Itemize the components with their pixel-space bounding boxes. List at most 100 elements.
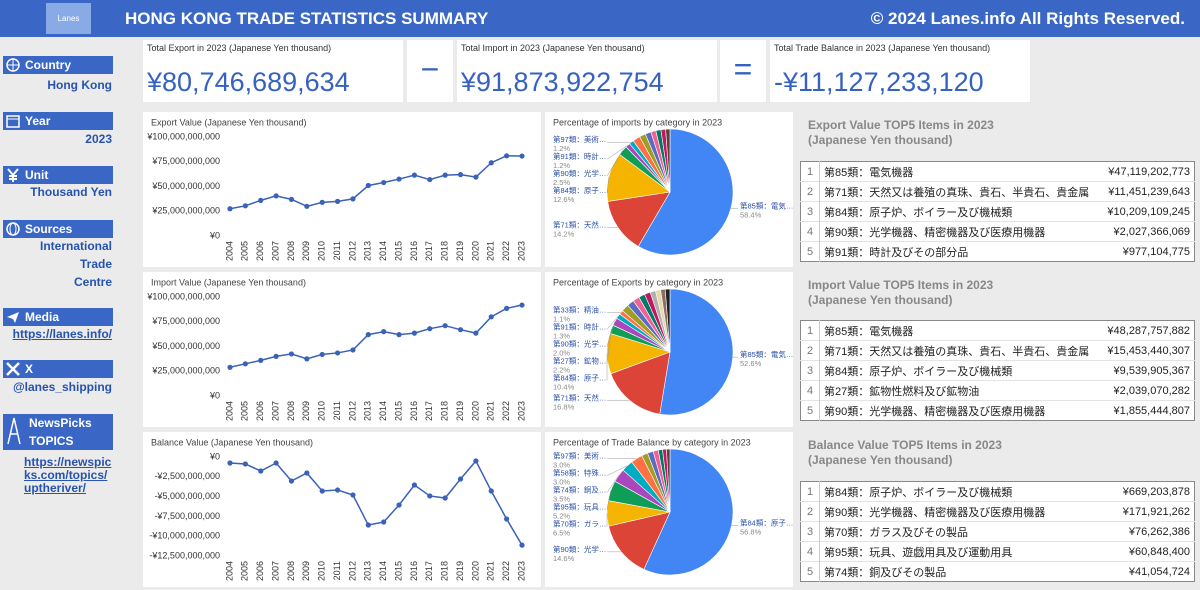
point bbox=[319, 488, 325, 494]
point bbox=[273, 460, 279, 466]
table-row: 4 第27類：鉱物性燃料及び鉱物油 ¥2,039,070,282 bbox=[800, 380, 1195, 401]
point bbox=[442, 495, 448, 501]
newspicks-icon bbox=[7, 417, 21, 445]
point bbox=[519, 153, 525, 159]
label-text: Country bbox=[25, 58, 71, 72]
x-tick-label: 2015 bbox=[393, 241, 403, 261]
sidebar-label: Media bbox=[3, 308, 113, 326]
header-bar bbox=[0, 0, 1200, 37]
table-row: 5 第74類：銅及びその製品 ¥41,054,724 bbox=[800, 561, 1195, 582]
point bbox=[381, 329, 387, 335]
leader-line bbox=[606, 475, 619, 493]
operator: − bbox=[407, 40, 453, 102]
point bbox=[504, 153, 510, 159]
x-tick-label: 2007 bbox=[270, 241, 280, 261]
leader-line bbox=[606, 176, 610, 194]
value: ¥48,287,757,882 bbox=[1107, 324, 1190, 337]
slice-value: 52.6% bbox=[740, 359, 762, 368]
y-tick-label: ¥25,000,000,000 bbox=[151, 206, 220, 216]
kpi-label: Total Import in 2023 (Japanese Yen thous… bbox=[461, 43, 645, 53]
leader-line bbox=[606, 150, 623, 177]
point bbox=[519, 302, 525, 308]
item: 第84類：原子炉、ボイラー及び機械類 bbox=[819, 201, 1101, 222]
rank: 4 bbox=[800, 380, 820, 401]
sidebar-label: Sources bbox=[3, 220, 113, 238]
point bbox=[473, 330, 479, 336]
yen-icon bbox=[7, 168, 19, 182]
item: 第85類：電気機器 bbox=[824, 166, 914, 179]
slice-value: 3.0% bbox=[553, 478, 570, 487]
kpi-value: ¥91,873,922,754 bbox=[461, 67, 664, 97]
leader-line bbox=[606, 145, 628, 160]
slice-label: 第58類：特殊… bbox=[553, 468, 606, 478]
point bbox=[411, 172, 418, 178]
pie-slice bbox=[664, 288, 671, 353]
chart-title: Percentage of imports by category in 202… bbox=[553, 117, 722, 127]
newspicks-link[interactable]: https://newspicks.com/topics/uptheriver/ bbox=[24, 455, 112, 495]
slice-label: 第91類：時計… bbox=[553, 151, 606, 161]
x-tick-label: 2009 bbox=[301, 561, 311, 581]
slice-value: 1.2% bbox=[553, 144, 570, 153]
value: ¥2,039,070,282 bbox=[1100, 380, 1195, 401]
media-link[interactable]: https://lanes.info/ bbox=[12, 327, 112, 341]
y-tick-label: -¥12,500,000,000 bbox=[149, 550, 220, 560]
table-title: Balance Value TOP5 Items in 2023 (Japane… bbox=[808, 438, 1002, 467]
table-row: 3 第84類：原子炉、ボイラー及び機械類 ¥10,209,109,245 bbox=[800, 201, 1195, 222]
slice-value: 2.0% bbox=[553, 348, 570, 357]
point bbox=[488, 160, 494, 166]
item: 第70類：ガラス及びその製品 bbox=[819, 521, 1102, 542]
point bbox=[457, 172, 464, 178]
slice-value: 16.8% bbox=[553, 403, 575, 412]
point bbox=[242, 461, 248, 467]
value: ¥669,203,878 bbox=[1122, 485, 1190, 498]
x-tick-label: 2013 bbox=[363, 561, 373, 581]
x-icon bbox=[6, 362, 20, 376]
x-tick-label: 2020 bbox=[470, 401, 480, 421]
point bbox=[488, 314, 494, 320]
panel bbox=[143, 112, 541, 267]
x-tick-label: 2015 bbox=[393, 401, 403, 421]
x-tick-label: 2020 bbox=[470, 561, 480, 581]
chart-title: Export Value (Japanese Yen thousand) bbox=[151, 117, 306, 127]
x-tick-label: 2018 bbox=[440, 241, 450, 261]
point bbox=[334, 198, 341, 204]
rank: 5 bbox=[800, 400, 820, 421]
slice-value: 12.6% bbox=[553, 195, 575, 204]
point bbox=[288, 196, 295, 202]
y-tick-label: ¥100,000,000,000 bbox=[146, 131, 220, 141]
x-tick-label: 2006 bbox=[255, 561, 265, 581]
x-tick-label: 2006 bbox=[255, 241, 265, 261]
x-tick-label: 2019 bbox=[455, 241, 465, 261]
table-row: 1 第84類：原子炉、ボイラー及び機械類 ¥669,203,878 bbox=[800, 481, 1195, 502]
item: 第91類：時計及びその部分品 bbox=[819, 241, 1101, 262]
point bbox=[334, 487, 341, 493]
x-tick-label: 2004 bbox=[224, 241, 234, 261]
slice-label: 第84類：原子… bbox=[553, 372, 606, 382]
rank: 4 bbox=[800, 221, 820, 242]
table-row: 2 第90類：光学機器、精密機器及び医療用機器 ¥171,921,262 bbox=[800, 501, 1195, 522]
value: ¥10,209,109,245 bbox=[1100, 201, 1195, 222]
slice-label: 第90類：光学… bbox=[553, 544, 606, 554]
table-row: 5 第91類：時計及びその部分品 ¥977,104,775 bbox=[800, 241, 1195, 262]
x-tick-label: 2008 bbox=[286, 401, 296, 421]
x-tick-label: 2022 bbox=[501, 241, 511, 261]
logo[interactable]: Lanes bbox=[46, 3, 91, 34]
item: 第74類：銅及びその製品 bbox=[819, 561, 1102, 582]
point bbox=[457, 476, 464, 482]
x-tick-label: 2004 bbox=[224, 561, 234, 581]
x-tick-label: 2012 bbox=[347, 241, 357, 261]
table-row: 3 第84類：原子炉、ボイラー及び機械類 ¥9,539,905,367 bbox=[800, 360, 1195, 381]
x-tick-label: 2019 bbox=[455, 561, 465, 581]
table-row: 3 第70類：ガラス及びその製品 ¥76,262,386 bbox=[800, 521, 1195, 542]
slice-value: 56.8% bbox=[740, 527, 762, 536]
slice-label: 第74類：銅及… bbox=[553, 485, 606, 495]
value: ¥76,262,386 bbox=[1101, 521, 1195, 542]
rank: 5 bbox=[800, 241, 820, 262]
slice-label: 第84類：原子… bbox=[553, 185, 606, 195]
item: 第71類：天然又は養殖の真珠、貴石、半貴石、貴金属 bbox=[819, 340, 1101, 361]
point bbox=[411, 482, 418, 488]
point bbox=[242, 361, 248, 367]
table-row: 1 第85類：電気機器 ¥47,119,202,773 bbox=[800, 161, 1195, 182]
rank: 1 bbox=[800, 161, 820, 182]
